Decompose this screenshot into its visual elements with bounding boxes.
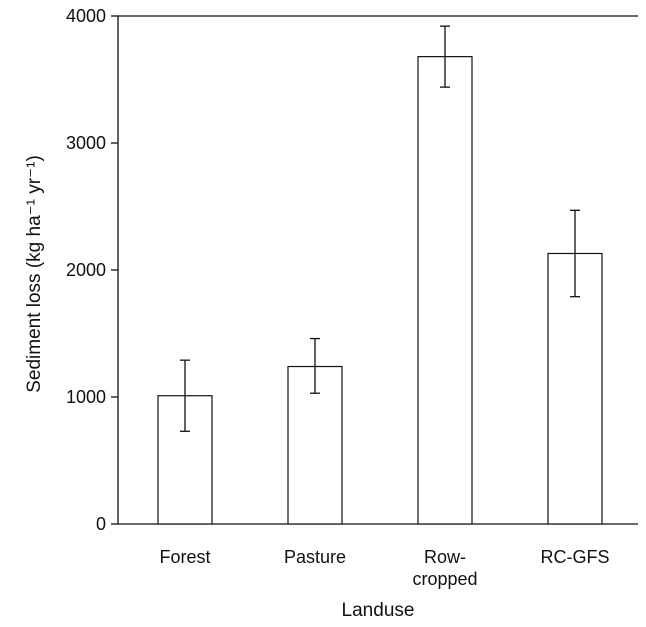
- y-tick-label: 1000: [66, 387, 106, 407]
- y-axis-label: Sediment loss (kg ha⁻¹ yr⁻¹): [24, 155, 45, 393]
- y-tick-label: 2000: [66, 260, 106, 280]
- x-axis-ticks: Forest Pasture Row-cropped RC-GFS: [159, 547, 609, 589]
- bar: [417, 56, 473, 525]
- y-tick-label: 3000: [66, 133, 106, 153]
- y-tick-label: 4000: [66, 6, 106, 26]
- x-tick-label: RC-GFS: [541, 547, 610, 567]
- y-tick-label: 0: [96, 514, 106, 534]
- x-axis-label: Landuse: [342, 600, 415, 621]
- x-tick-label: Forest: [159, 547, 210, 567]
- y-axis-ticks: 0 1000 2000 3000 4000: [66, 6, 118, 534]
- bar: [547, 252, 603, 525]
- x-tick-label: Row-cropped: [412, 547, 477, 589]
- x-tick-label: Pasture: [284, 547, 346, 567]
- bars: [157, 25, 603, 525]
